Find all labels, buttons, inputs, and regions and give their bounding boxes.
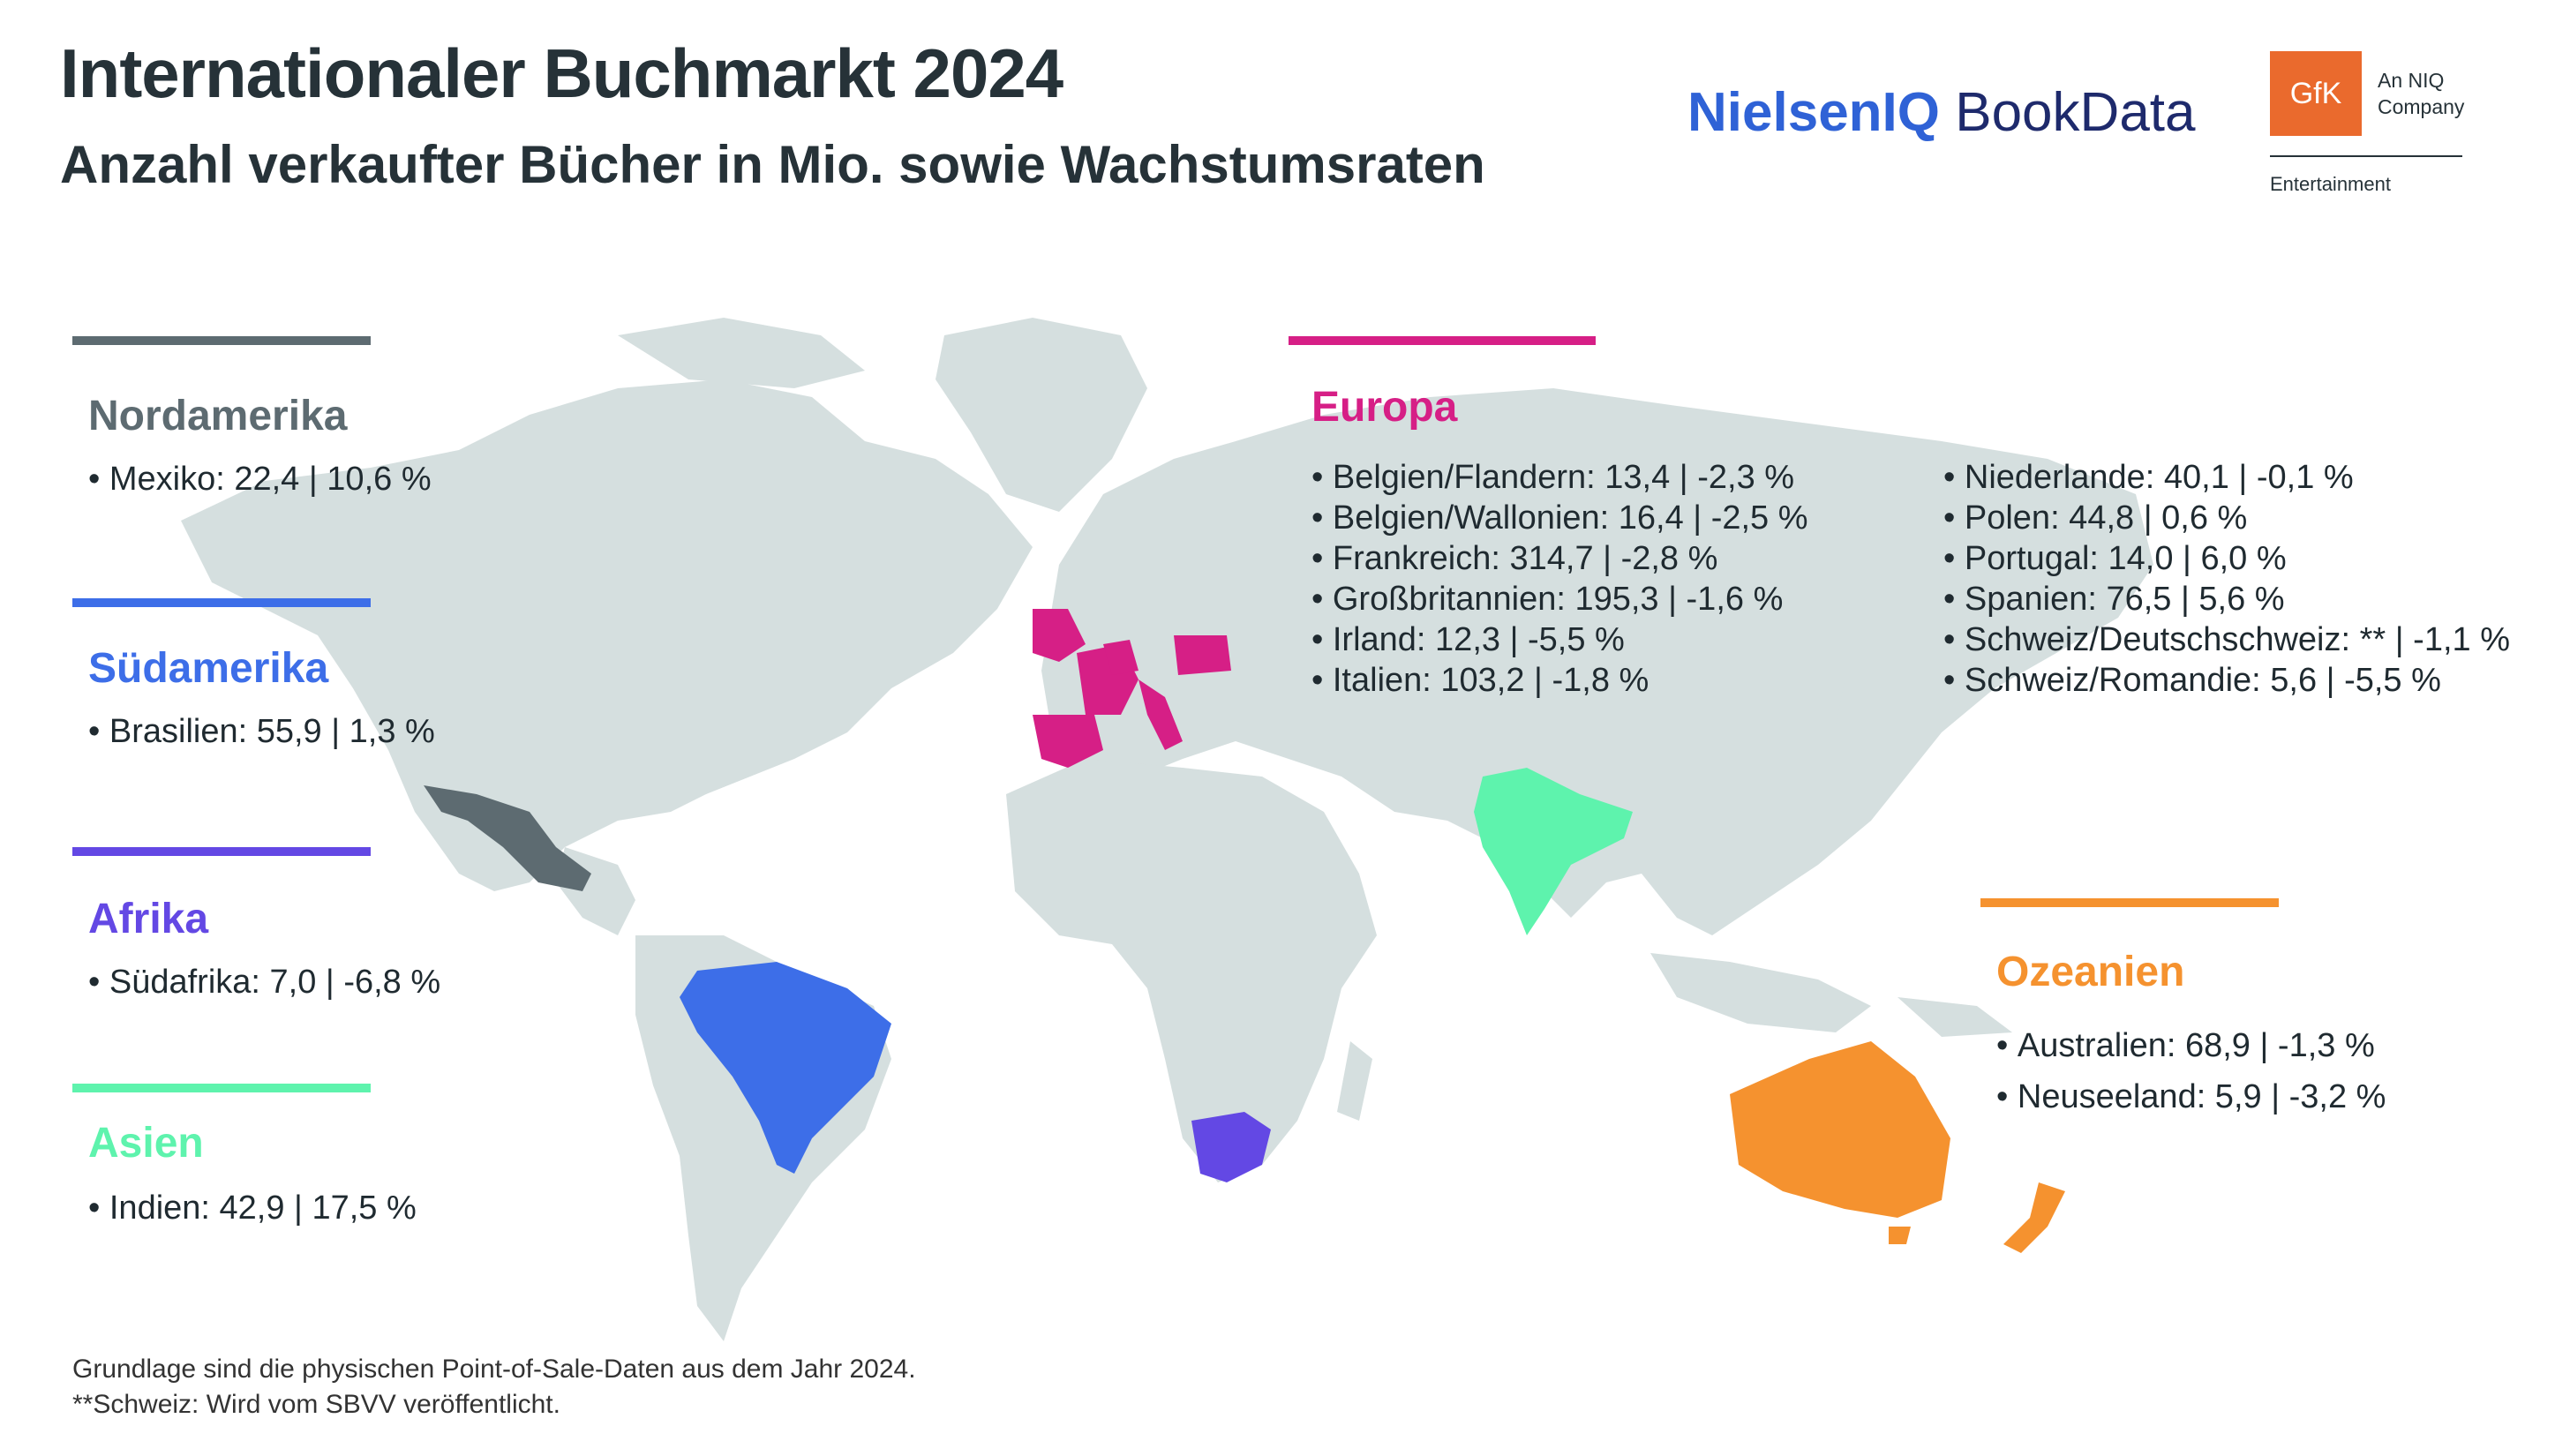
nielseniq-bookdata-logo: NielsenIQ BookData — [1687, 81, 2196, 144]
region-list-asien: Indien: 42,9 | 17,5 % — [88, 1188, 417, 1228]
landmass-greenland — [936, 318, 1147, 512]
list-item: Portugal: 14,0 | 6,0 % — [1943, 538, 2510, 579]
landmass-new-guinea — [1897, 997, 2012, 1037]
country-poland — [1174, 635, 1231, 675]
country-brazil — [680, 962, 891, 1174]
page-subtitle: Anzahl verkaufter Bücher in Mio. sowie W… — [60, 135, 1485, 194]
landmass-southeast-asia — [1650, 953, 1871, 1032]
country-mexico — [424, 785, 591, 891]
list-item: Schweiz/Deutschschweiz: ** | -1,1 % — [1943, 619, 2510, 660]
region-title-afrika: Afrika — [88, 896, 209, 942]
country-tasmania — [1889, 1227, 1911, 1244]
region-bar-afrika — [72, 847, 371, 856]
region-list-afrika: Südafrika: 7,0 | -6,8 % — [88, 962, 440, 1002]
landmass-africa — [1006, 759, 1377, 1182]
list-item: Mexiko: 22,4 | 10,6 % — [88, 459, 432, 499]
gfk-tagline-line1: An NIQ — [2378, 69, 2445, 92]
region-list-europa-left: Belgien/Flandern: 13,4 | -2,3 % Belgien/… — [1311, 457, 1808, 701]
list-item: Schweiz/Romandie: 5,6 | -5,5 % — [1943, 660, 2510, 701]
list-item: Brasilien: 55,9 | 1,3 % — [88, 711, 435, 752]
country-india — [1474, 768, 1633, 935]
list-item: Südafrika: 7,0 | -6,8 % — [88, 962, 440, 1002]
landmass-madagascar — [1337, 1041, 1372, 1121]
region-bar-nordamerika — [72, 336, 371, 345]
nielseniq-logo-text: NielsenIQ — [1687, 82, 1940, 143]
region-list-europa-right: Niederlande: 40,1 | -0,1 % Polen: 44,8 |… — [1943, 457, 2510, 701]
list-item: Australien: 68,9 | -1,3 % — [1996, 1020, 2386, 1071]
country-italy — [1138, 679, 1183, 750]
list-item: Spanien: 76,5 | 5,6 % — [1943, 579, 2510, 619]
list-item: Belgien/Flandern: 13,4 | -2,3 % — [1311, 457, 1808, 498]
region-title-suedamerika: Südamerika — [88, 645, 329, 692]
region-bar-ozeanien — [1980, 898, 2279, 907]
region-title-nordamerika: Nordamerika — [88, 393, 348, 439]
list-item: Großbritannien: 195,3 | -1,6 % — [1311, 579, 1808, 619]
list-item: Polen: 44,8 | 0,6 % — [1943, 498, 2510, 538]
gfk-tagline-line2: Company — [2378, 95, 2465, 118]
country-australia — [1730, 1041, 1950, 1218]
footnote-2: **Schweiz: Wird vom SBVV veröffentlicht. — [72, 1390, 560, 1419]
list-item: Belgien/Wallonien: 16,4 | -2,5 % — [1311, 498, 1808, 538]
list-item: Niederlande: 40,1 | -0,1 % — [1943, 457, 2510, 498]
landmass-north-america — [181, 379, 1033, 891]
list-item: Indien: 42,9 | 17,5 % — [88, 1188, 417, 1228]
region-bar-europa — [1289, 336, 1596, 345]
list-item: Neuseeland: 5,9 | -3,2 % — [1996, 1071, 2386, 1122]
region-bar-asien — [72, 1084, 371, 1092]
region-title-asien: Asien — [88, 1120, 204, 1167]
region-title-ozeanien: Ozeanien — [1996, 949, 2185, 995]
region-list-nordamerika: Mexiko: 22,4 | 10,6 % — [88, 459, 432, 499]
list-item: Irland: 12,3 | -5,5 % — [1311, 619, 1808, 660]
country-spain-portugal — [1033, 715, 1103, 768]
bookdata-logo-text: BookData — [1940, 82, 2196, 143]
country-benelux-switzerland — [1103, 640, 1138, 675]
list-item: Italien: 103,2 | -1,8 % — [1311, 660, 1808, 701]
footnotes: Grundlage sind die physischen Point-of-S… — [72, 1352, 916, 1422]
region-list-suedamerika: Brasilien: 55,9 | 1,3 % — [88, 711, 435, 752]
highlighted-countries — [424, 609, 2065, 1253]
country-south-africa — [1191, 1112, 1271, 1182]
gfk-logo: GfK — [2270, 51, 2362, 136]
country-new-zealand — [2003, 1182, 2065, 1253]
page-title: Internationaler Buchmarkt 2024 — [60, 34, 1063, 112]
list-item: Frankreich: 314,7 | -2,8 % — [1311, 538, 1808, 579]
region-list-ozeanien: Australien: 68,9 | -1,3 % Neuseeland: 5,… — [1996, 1020, 2386, 1122]
gfk-divider — [2270, 155, 2462, 157]
country-uk-ireland — [1033, 609, 1086, 662]
region-bar-suedamerika — [72, 598, 371, 607]
landmass-arctic-islands — [618, 318, 865, 388]
region-title-europa: Europa — [1311, 384, 1458, 431]
gfk-entertainment-label: Entertainment — [2270, 173, 2391, 195]
footnote-1: Grundlage sind die physischen Point-of-S… — [72, 1355, 916, 1384]
landmass-japan — [1836, 644, 1889, 759]
gfk-tagline: An NIQ Company — [2378, 67, 2464, 120]
